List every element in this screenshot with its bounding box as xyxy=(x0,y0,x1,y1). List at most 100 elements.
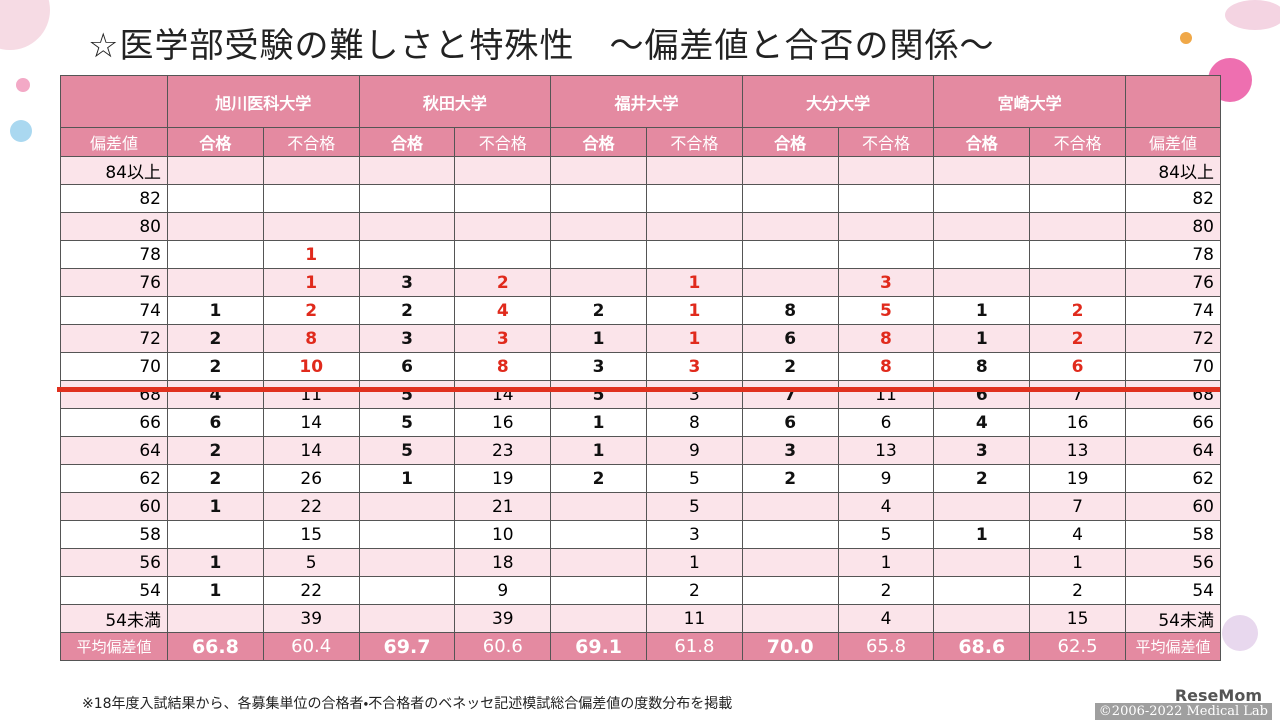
pass-count: 2 xyxy=(167,324,264,353)
fail-count: 22 xyxy=(262,576,360,605)
university: 旭川医科大学 xyxy=(167,75,360,128)
data-row: 64 2 14 5 23 1 9 3 13 3 13 64 xyxy=(60,436,1221,465)
pass-count xyxy=(741,520,839,549)
average-row: 平均偏差値 66.8 60.4 69.7 60.6 69.1 61.8 70.0 65.8 68.… xyxy=(60,632,1221,661)
fail-count: 1 xyxy=(262,240,360,269)
score-label: 70 xyxy=(1124,352,1221,381)
pass-count: 2 xyxy=(167,436,264,465)
fail-count: 2 xyxy=(1029,296,1126,325)
fail-count xyxy=(262,184,360,213)
pass-count xyxy=(550,268,647,297)
pass-count xyxy=(550,212,647,241)
fail-count: 15 xyxy=(262,520,360,549)
score-label: 64 xyxy=(1124,436,1221,465)
header-row: 旭川医科大学 秋田大学 福井大学 大分大学 宮崎大学 xyxy=(60,75,1221,128)
score-label: 54 xyxy=(1124,576,1221,605)
fail-count xyxy=(1029,240,1126,269)
pass-count: 8 xyxy=(933,352,1031,381)
fail-count xyxy=(1029,268,1126,297)
data-row: 54 1 22 9 2 2 2 54 xyxy=(60,576,1221,605)
fail-count: 23 xyxy=(454,436,552,465)
pass-count: 2 xyxy=(550,464,647,493)
fail-count: 8 xyxy=(262,324,360,353)
pass-count xyxy=(933,492,1031,521)
pass-count: 1 xyxy=(167,492,264,521)
fail-count: 3 xyxy=(645,520,743,549)
fail-average: 60.4 xyxy=(262,632,360,661)
pass-count: 2 xyxy=(741,464,839,493)
score-label: 74 xyxy=(1124,296,1221,325)
pass-count xyxy=(741,576,839,605)
pass-count xyxy=(550,576,647,605)
pass-count: 1 xyxy=(933,520,1031,549)
fail-count xyxy=(454,184,552,213)
pass-count xyxy=(933,604,1031,633)
score-label: 54 xyxy=(60,576,168,605)
fail-count: 13 xyxy=(1029,436,1126,465)
fail-count: 1 xyxy=(645,296,743,325)
pass-count xyxy=(167,156,264,185)
pass-count xyxy=(741,184,839,213)
fail-count: 7 xyxy=(1029,492,1126,521)
pass-count: 2 xyxy=(167,464,264,493)
pass-count xyxy=(933,576,1031,605)
pass-count: 7 xyxy=(741,380,839,409)
pass-count xyxy=(550,604,647,633)
fail-header: 不合格 xyxy=(1029,127,1126,157)
pass-count: 6 xyxy=(933,380,1031,409)
pass-header: 合格 xyxy=(933,127,1031,157)
score-label: 78 xyxy=(60,240,168,269)
score-label: 74 xyxy=(60,296,168,325)
data-row: 66 6 14 5 16 1 8 6 6 4 16 66 xyxy=(60,408,1221,437)
fail-count: 14 xyxy=(454,380,552,409)
pass-count xyxy=(358,184,456,213)
fail-count: 14 xyxy=(262,436,360,465)
pass-count: 1 xyxy=(167,576,264,605)
pass-count: 6 xyxy=(741,408,839,437)
fail-count xyxy=(262,212,360,241)
fail-count: 8 xyxy=(454,352,552,381)
fail-count: 5 xyxy=(262,548,360,577)
fail-count: 2 xyxy=(1029,324,1126,353)
pass-average: 70.0 xyxy=(741,632,839,661)
pass-count xyxy=(550,520,647,549)
pass-header: 合格 xyxy=(741,127,839,157)
fail-count xyxy=(837,184,935,213)
pass-count: 1 xyxy=(933,324,1031,353)
pass-count xyxy=(358,240,456,269)
pass-count xyxy=(358,548,456,577)
fail-count: 6 xyxy=(1029,352,1126,381)
fail-average: 65.8 xyxy=(837,632,935,661)
data-row: 56 1 5 18 1 1 1 56 xyxy=(60,548,1221,577)
pass-count xyxy=(933,268,1031,297)
fail-count: 5 xyxy=(837,296,935,325)
pass-count xyxy=(358,492,456,521)
score-label: 68 xyxy=(1124,380,1221,409)
pass-count xyxy=(167,604,264,633)
pass-average: 68.6 xyxy=(933,632,1031,661)
pass-count xyxy=(358,156,456,185)
pass-count: 1 xyxy=(550,324,647,353)
pass-count xyxy=(741,212,839,241)
fail-count: 8 xyxy=(837,352,935,381)
fail-count xyxy=(645,184,743,213)
fail-count: 19 xyxy=(454,464,552,493)
fail-header: 不合格 xyxy=(262,127,360,157)
decor xyxy=(1225,0,1280,30)
fail-average: 61.8 xyxy=(645,632,743,661)
data-row: 54未満 39 39 11 4 15 54未満 xyxy=(60,604,1221,633)
pass-average: 69.1 xyxy=(550,632,647,661)
footnote: ※18年度入試結果から、各募集単位の合格者・不合格者のベネッセ記述模試総合偏差値… xyxy=(82,696,733,712)
score-label: 72 xyxy=(60,324,168,353)
fail-count: 1 xyxy=(262,268,360,297)
score-label: 84以上 xyxy=(1124,156,1221,185)
pass-count: 2 xyxy=(741,352,839,381)
fail-count: 9 xyxy=(645,436,743,465)
pass-count xyxy=(933,212,1031,241)
pass-count: 6 xyxy=(167,408,264,437)
decor xyxy=(16,78,30,92)
score-label: 78 xyxy=(1124,240,1221,269)
pass-count: 1 xyxy=(167,548,264,577)
pass-count xyxy=(358,576,456,605)
